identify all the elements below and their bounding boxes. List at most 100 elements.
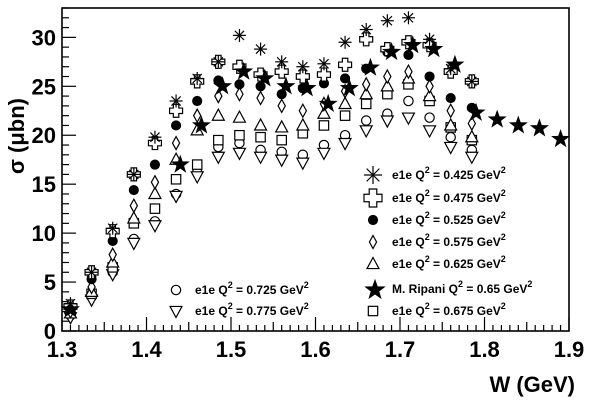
- legend-entry: e1e Q2 = 0.575 GeV2: [368, 232, 506, 250]
- data-point-asterisk: [380, 14, 394, 28]
- x-tick-label: 1.3: [47, 337, 78, 362]
- data-point-star: [60, 299, 80, 318]
- data-point-square: [170, 174, 182, 185]
- data-point-star: [339, 78, 359, 97]
- legend-label: e1e Q2 = 0.775 GeV2: [195, 301, 309, 318]
- data-point-cross: [316, 67, 332, 82]
- data-point-asterisk: [465, 74, 479, 88]
- y-tick-label: 10: [32, 221, 56, 246]
- legend-label: e1e Q2 = 0.525 GeV2: [392, 210, 506, 227]
- data-point-asterisk: [338, 35, 352, 49]
- data-point-asterisk: [148, 130, 162, 144]
- x-tick-label: 1.9: [554, 337, 585, 362]
- data-point-inverted-triangle: [422, 125, 437, 139]
- data-point-filled-circle: [276, 89, 287, 100]
- legend-entry: e1e Q2 = 0.525 GeV2: [367, 210, 506, 227]
- data-point-square: [191, 159, 203, 170]
- data-point-star: [297, 78, 317, 97]
- legend-entry: e1e Q2 = 0.425 GeV2: [364, 165, 506, 184]
- data-point-inverted-triangle: [464, 151, 479, 165]
- data-point-triangle: [211, 107, 226, 121]
- legend-label: M. Ripani Q2 = 0.65 GeV2: [392, 279, 532, 296]
- legend-label: e1e Q2 = 0.625 GeV2: [392, 254, 506, 271]
- data-point-triangle: [380, 78, 395, 92]
- legend-marker-square: [367, 305, 379, 317]
- legend-entry: e1e Q2 = 0.775 GeV2: [169, 301, 309, 319]
- data-point-circle: [403, 95, 414, 107]
- data-point-square: [255, 131, 266, 143]
- data-point-inverted-triangle: [401, 112, 416, 126]
- data-point-star: [551, 129, 571, 148]
- y-tick-label: 25: [32, 74, 56, 99]
- y-tick-label: 15: [32, 172, 56, 197]
- data-point-triangle: [274, 119, 289, 133]
- data-point-star: [466, 102, 486, 121]
- data-point-triangle: [464, 129, 479, 143]
- data-point-star: [445, 54, 465, 73]
- data-point-diamond: [171, 135, 181, 151]
- data-point-filled-circle: [424, 71, 435, 82]
- data-point-diamond: [108, 246, 117, 263]
- legend-label: e1e Q2 = 0.675 GeV2: [392, 301, 506, 318]
- data-point-star: [213, 76, 233, 95]
- data-point-asterisk: [211, 55, 225, 69]
- data-point-filled-circle: [171, 120, 182, 131]
- data-point-inverted-triangle: [380, 115, 395, 129]
- x-tick-label: 1.5: [216, 337, 247, 362]
- legend-marker-circle: [170, 284, 182, 296]
- data-point-diamond: [383, 68, 392, 85]
- data-point-asterisk: [127, 167, 141, 181]
- data-point-cross: [337, 57, 353, 72]
- data-point-diamond: [404, 63, 413, 80]
- data-point-cross: [274, 64, 289, 79]
- data-point-inverted-triangle: [338, 137, 353, 151]
- data-point-diamond: [129, 197, 139, 214]
- data-point-inverted-triangle: [295, 157, 310, 171]
- data-point-inverted-triangle: [126, 237, 141, 251]
- legend-entry: e1e Q2 = 0.475 GeV2: [363, 188, 506, 208]
- data-point-triangle: [443, 117, 458, 131]
- data-point-asterisk: [85, 265, 99, 279]
- data-point-star: [360, 57, 380, 76]
- x-tick-label: 1.8: [469, 337, 500, 362]
- data-point-diamond: [235, 86, 244, 102]
- data-point-asterisk: [296, 60, 310, 74]
- data-point-star: [234, 61, 254, 80]
- data-point-star: [255, 68, 275, 87]
- data-point-triangle: [232, 109, 247, 123]
- legend-marker-cross: [363, 188, 383, 208]
- legend-label: e1e Q2 = 0.575 GeV2: [392, 232, 506, 249]
- legend: e1e Q2 = 0.425 GeV2 e1e Q2 = 0.475 GeV2 e1…: [169, 165, 532, 319]
- data-point-diamond: [277, 98, 286, 114]
- data-point-asterisk: [190, 71, 204, 85]
- data-point-inverted-triangle: [211, 151, 226, 165]
- data-point-star: [508, 115, 528, 134]
- y-tick-label: 0: [44, 319, 56, 344]
- data-point-square: [276, 134, 287, 146]
- data-point-star: [424, 39, 444, 58]
- data-point-inverted-triangle: [359, 125, 374, 139]
- data-point-asterisk: [106, 221, 120, 235]
- y-tick-label: 30: [32, 25, 56, 50]
- data-point-filled-circle: [128, 184, 139, 196]
- legend-marker-asterisk: [364, 166, 382, 184]
- legend-entry: e1e Q2 = 0.725 GeV2: [170, 280, 309, 297]
- data-point-diamond: [214, 88, 223, 104]
- data-point-filled-circle: [340, 73, 351, 84]
- data-point-star: [191, 115, 211, 134]
- x-tick-label: 1.6: [300, 337, 331, 362]
- data-point-filled-circle: [149, 159, 161, 170]
- data-point-triangle: [338, 96, 353, 110]
- x-tick-label: 1.7: [385, 337, 416, 362]
- data-point-star: [487, 109, 507, 128]
- data-point-circle: [445, 131, 456, 143]
- data-points: [60, 11, 571, 326]
- data-point-star: [382, 42, 402, 61]
- y-tick-label: 20: [32, 123, 56, 148]
- legend-label: e1e Q2 = 0.425 GeV2: [392, 165, 506, 182]
- data-point-triangle: [422, 88, 437, 102]
- data-point-square: [318, 120, 330, 131]
- legend-marker-filled-circle: [367, 214, 379, 226]
- data-point-cross: [168, 103, 184, 118]
- data-point-star: [403, 35, 423, 54]
